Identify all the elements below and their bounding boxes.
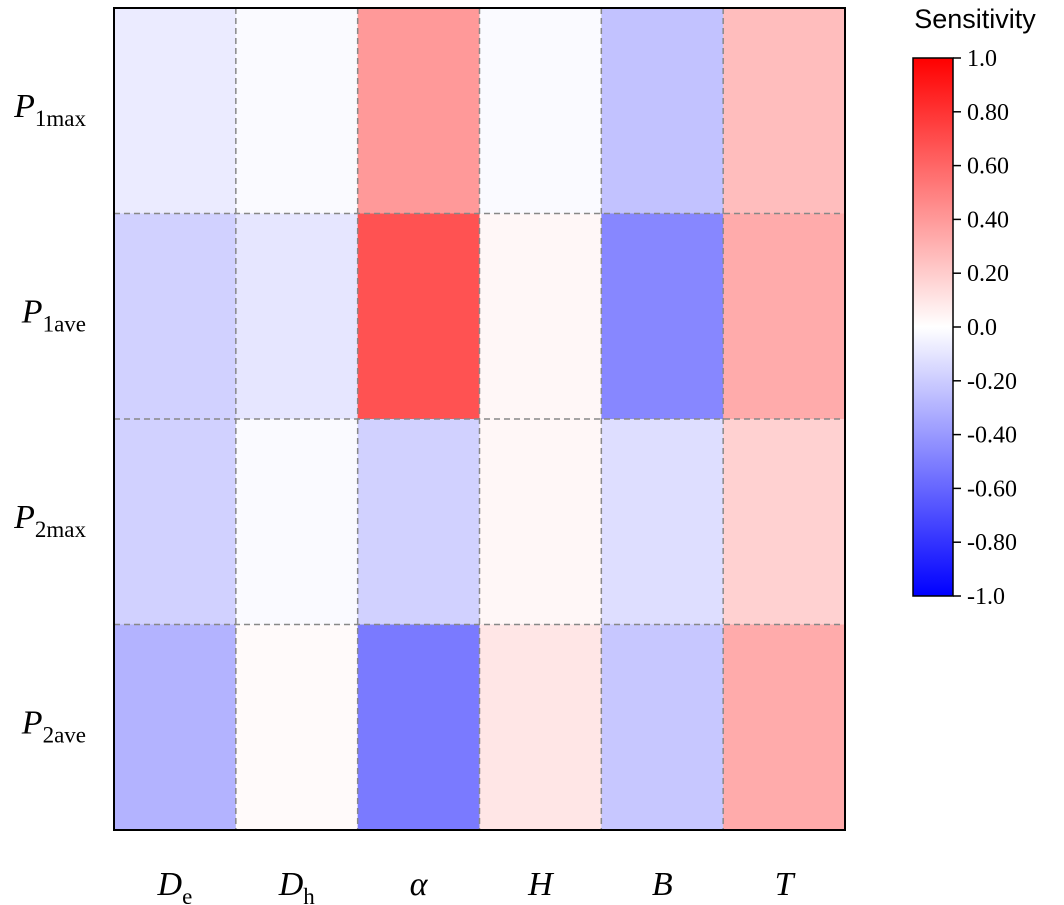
- heatmap-cell-r4-c1: [114, 624, 237, 831]
- column-label-5: B: [652, 866, 673, 903]
- heatmap-cell-r2-c3: [357, 213, 480, 420]
- heatmap-cell-r3-c5: [601, 419, 724, 625]
- heatmap-cell-r2-c1: [114, 213, 237, 420]
- colorbar-tick-label: -0.60: [967, 476, 1017, 502]
- heatmap-cell-r3-c1: [114, 419, 237, 625]
- heatmap-cell-r4-c5: [601, 624, 724, 831]
- heatmap-frame: [113, 7, 846, 831]
- heatmap-cell-r2-c4: [479, 213, 602, 420]
- heatmap-cell-r1-c3: [357, 8, 480, 214]
- colorbar-tick-label: -0.40: [967, 423, 1017, 449]
- heatmap-cell-r4-c3: [357, 624, 480, 831]
- heatmap-gridlines: [114, 8, 845, 830]
- colorbar-ticks: 1.0 0.80 0.60 0.40 0.20 0.0 -0.20 -0.40 -0.60 -0.…: [953, 46, 1017, 610]
- colorbar-tick-label: -1.0: [967, 584, 1005, 610]
- column-label-4: H: [527, 866, 555, 903]
- row-label-p1ave: P1ave: [21, 293, 86, 336]
- row-label-p2max: P2max: [13, 499, 86, 542]
- colorbar-tick-label: 0.40: [967, 207, 1009, 233]
- heatmap-cell-r4-c2: [235, 624, 359, 831]
- heatmap-cell-r4-c6: [723, 624, 846, 831]
- colorbar-tick-label: 0.0: [967, 315, 997, 341]
- colorbar-tick-label: 1.0: [967, 46, 997, 72]
- heatmap-cell-r1-c2: [235, 8, 359, 214]
- column-label-2: Dh: [278, 866, 316, 905]
- heatmap-cell-r3-c6: [723, 419, 846, 625]
- heatmap-cell-r2-c5: [601, 213, 724, 420]
- colorbar: [912, 57, 954, 597]
- column-labels: De Dh α H B T: [157, 866, 796, 905]
- heatmap-cell-r3-c3: [357, 419, 480, 625]
- heatmap-cell-r3-c4: [479, 419, 602, 625]
- heatmap-cell-r1-c6: [723, 8, 846, 214]
- heatmap-cell-r1-c4: [479, 8, 602, 214]
- row-label-p2ave: P2ave: [21, 704, 86, 747]
- colorbar-title: Sensitivity: [914, 4, 1036, 34]
- heatmap-cell-r2-c2: [235, 213, 359, 420]
- colorbar-tick-label: 0.20: [967, 261, 1009, 287]
- colorbar-tick-label: 0.60: [967, 154, 1009, 180]
- heatmap-cell-r2-c6: [723, 213, 846, 420]
- heatmap-cell-r1-c1: [114, 8, 237, 214]
- colorbar-tick-label: -0.20: [967, 369, 1017, 395]
- heatmap-cell-r3-c2: [235, 419, 359, 625]
- heatmap-cell-r4-c4: [479, 624, 602, 831]
- heatmap-cell-r1-c5: [601, 8, 724, 214]
- heatmap-cells: [114, 8, 846, 831]
- colorbar-tick-label: -0.80: [967, 530, 1017, 556]
- colorbar-tick-label: 0.80: [967, 100, 1009, 126]
- column-label-3: α: [410, 866, 429, 903]
- row-label-p1max: P1max: [13, 88, 86, 131]
- column-label-6: T: [775, 866, 796, 903]
- row-labels: P1max P1ave P2max P2ave: [13, 88, 86, 748]
- column-label-1: De: [157, 866, 193, 905]
